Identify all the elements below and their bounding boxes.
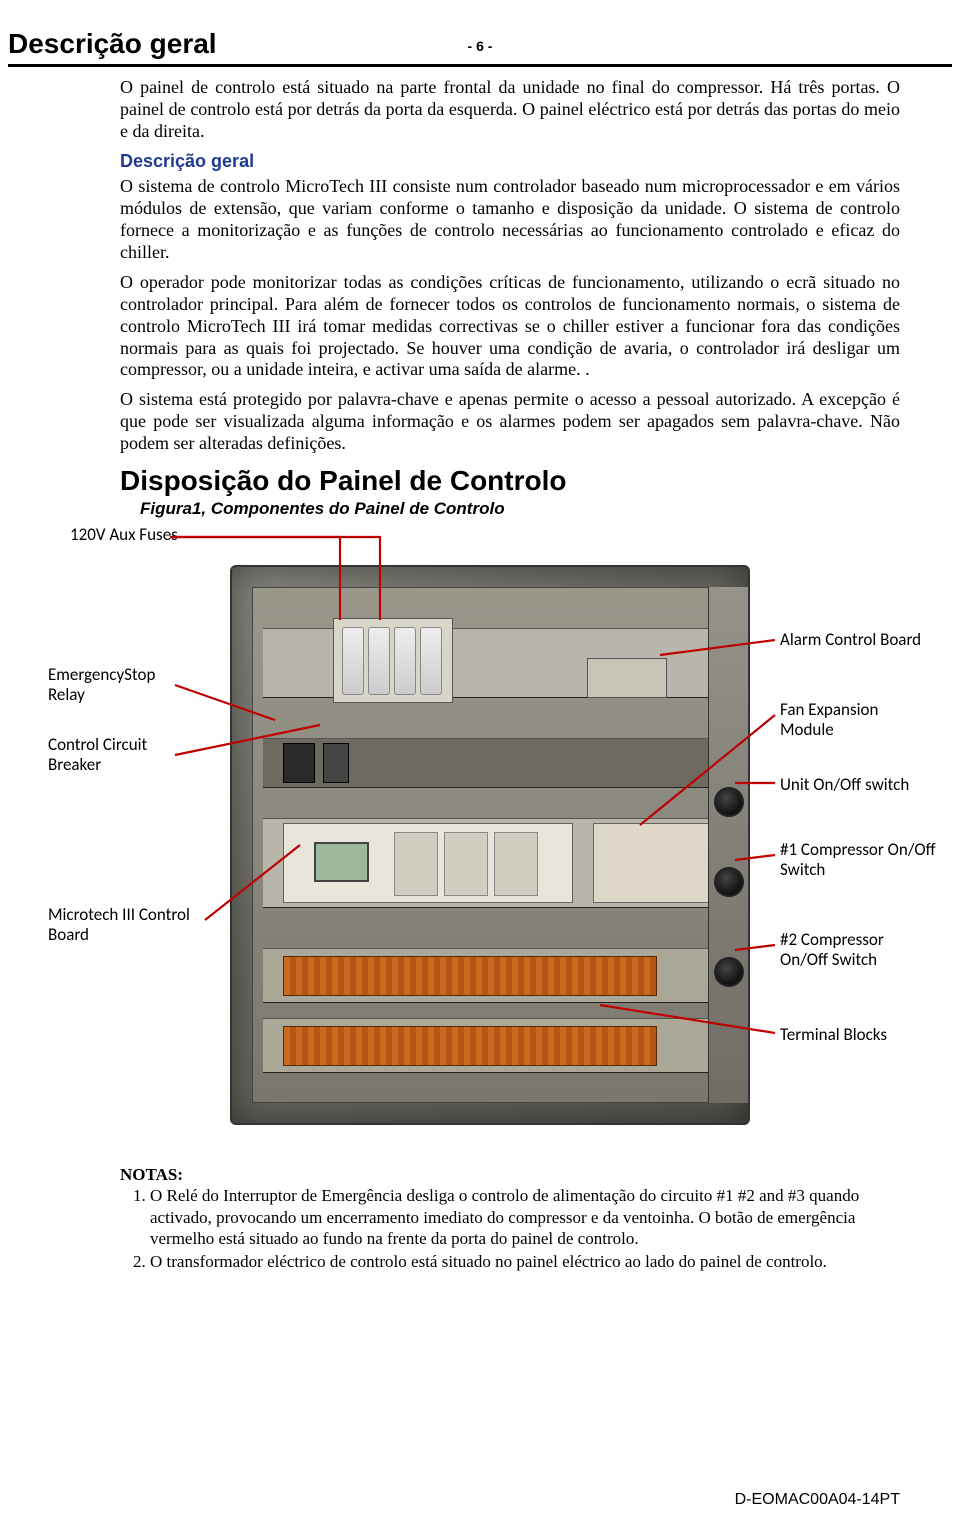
terminal-block-row (283, 956, 657, 996)
controller-module (494, 832, 538, 896)
label-control-breaker: Control Circuit Breaker (48, 735, 147, 774)
compressor2-switch (714, 957, 744, 987)
fan-expansion-module (593, 823, 713, 903)
label-unit-switch: Unit On/Off switch (780, 775, 909, 795)
figure-caption: Figura1, Componentes do Painel de Contro… (140, 499, 900, 519)
aux-fuse-block (333, 618, 453, 703)
footer-doc-id: D-EOMAC00A04-14PT (735, 1491, 900, 1509)
body-paragraph-1: O sistema de controlo MicroTech III cons… (120, 176, 900, 264)
content-body: O painel de controlo está situado na par… (120, 77, 900, 1272)
label-microtech-board: Microtech III Control Board (48, 905, 190, 944)
notes-section: NOTAS: O Relé do Interruptor de Emergênc… (120, 1165, 900, 1272)
label-compressor2-switch: #2 Compressor On/Off Switch (780, 930, 884, 969)
body-paragraph-3: O sistema está protegido por palavra-cha… (120, 389, 900, 455)
title-rule (8, 64, 952, 67)
terminal-block-row (283, 1026, 657, 1066)
label-terminal-blocks: Terminal Blocks (780, 1025, 887, 1045)
control-panel-diagram: 120V Aux Fuses EmergencyStop Relay Contr… (40, 525, 960, 1145)
unit-on-off-switch (714, 787, 744, 817)
alarm-control-board (587, 658, 667, 698)
fuse (394, 627, 416, 695)
controller-display (314, 842, 369, 882)
compressor1-switch (714, 867, 744, 897)
intro-paragraph: O painel de controlo está situado na par… (120, 77, 900, 143)
label-emergency-stop: EmergencyStop Relay (48, 665, 155, 704)
subheading: Descrição geral (120, 151, 900, 172)
section-title: Disposição do Painel de Controlo (120, 465, 900, 497)
panel-backplate (252, 587, 728, 1103)
panel-enclosure (230, 565, 750, 1125)
label-fan-module: Fan Expansion Module (780, 700, 878, 739)
label-aux-fuses: 120V Aux Fuses (70, 525, 178, 545)
page-number: - 6 - (468, 38, 493, 54)
note-item-1: O Relé do Interruptor de Emergência desl… (150, 1185, 900, 1249)
fuse (342, 627, 364, 695)
notes-heading: NOTAS (120, 1165, 177, 1184)
microtech-control-board (283, 823, 573, 903)
label-compressor1-switch: #1 Compressor On/Off Switch (780, 840, 936, 879)
note-item-2: O transformador eléctrico de controlo es… (150, 1251, 900, 1272)
control-circuit-breaker (323, 743, 349, 783)
controller-module (394, 832, 438, 896)
label-alarm-board: Alarm Control Board (780, 630, 921, 650)
diagram-container: 120V Aux Fuses EmergencyStop Relay Contr… (40, 525, 940, 1145)
controller-module (444, 832, 488, 896)
switch-strip (708, 587, 750, 1103)
fuse (368, 627, 390, 695)
emergency-stop-relay (283, 743, 315, 783)
fuse (420, 627, 442, 695)
body-paragraph-2: O operador pode monitorizar todas as con… (120, 272, 900, 382)
notes-colon: : (177, 1165, 183, 1184)
notes-list: O Relé do Interruptor de Emergência desl… (150, 1185, 900, 1272)
